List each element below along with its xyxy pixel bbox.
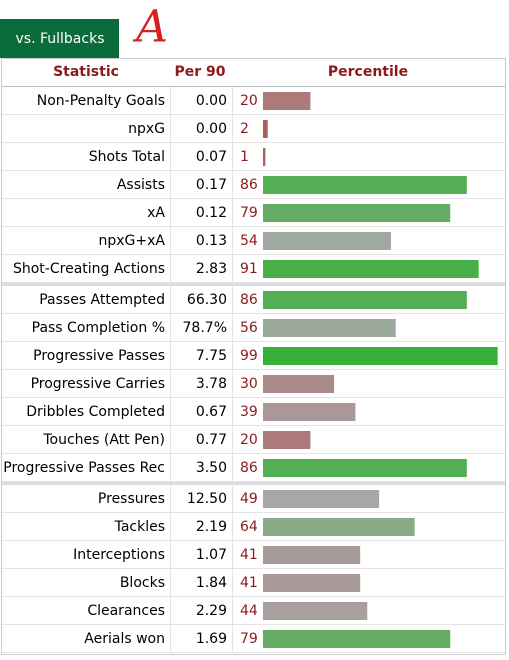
per90: 66.30 — [187, 292, 227, 308]
percentile-bar — [263, 176, 467, 194]
per90: 0.00 — [196, 121, 227, 137]
per90: 2.83 — [196, 261, 227, 277]
stat-name: Touches (Att Pen) — [42, 432, 165, 448]
per90: 7.75 — [196, 348, 227, 364]
stat-name: Dribbles Completed — [26, 404, 165, 420]
stat-name: Clearances — [87, 603, 165, 619]
percentile: 64 — [240, 519, 258, 535]
header: Per 90 — [174, 64, 225, 80]
per90: 1.69 — [196, 631, 227, 647]
percentile-bar — [263, 92, 311, 110]
per90: 0.13 — [196, 233, 227, 249]
per90: 3.50 — [196, 460, 227, 476]
percentile: 41 — [240, 547, 258, 563]
stat-name: npxG+xA — [99, 233, 166, 249]
stat-name: Tackles — [114, 519, 165, 535]
percentile-bar — [263, 490, 380, 508]
percentile: 49 — [240, 491, 258, 507]
percentile-bar — [263, 546, 361, 564]
per90: 1.07 — [196, 547, 227, 563]
percentile: 79 — [240, 631, 258, 647]
tab-label[interactable]: vs. Fullbacks — [16, 31, 105, 47]
percentile-bar — [263, 375, 335, 393]
stat-name: Shot-Creating Actions — [13, 261, 165, 277]
stat-name: npxG — [128, 121, 165, 137]
percentile-bar — [263, 518, 415, 536]
stat-name: Assists — [117, 177, 165, 193]
percentile-bar — [263, 431, 311, 449]
tab[interactable] — [0, 19, 119, 58]
percentile: 30 — [240, 376, 258, 392]
per90: 0.12 — [196, 205, 227, 221]
percentile: 44 — [240, 603, 258, 619]
stat-name: Non-Penalty Goals — [37, 93, 165, 109]
stat-name: Pass Completion % — [32, 320, 165, 336]
header: Statistic — [53, 64, 119, 80]
percentile: 86 — [240, 460, 258, 476]
stat-name: Shots Total — [89, 149, 165, 165]
group-separator — [2, 482, 505, 485]
percentile-bar — [263, 291, 467, 309]
percentile: 1 — [240, 149, 249, 165]
percentile-bar — [263, 319, 396, 337]
percentile: 54 — [240, 233, 258, 249]
header: Percentile — [328, 64, 408, 80]
percentile-bar — [263, 347, 498, 365]
stat-name: Aerials won — [84, 631, 165, 647]
percentile: 86 — [240, 292, 258, 308]
percentile: 91 — [240, 261, 258, 277]
percentile-bar — [263, 574, 361, 592]
stat-name: Progressive Carries — [31, 376, 165, 392]
stat-name: Pressures — [98, 491, 165, 507]
percentile: 56 — [240, 320, 258, 336]
percentile: 79 — [240, 205, 258, 221]
percentile-bar — [263, 148, 266, 166]
percentile-bar — [263, 120, 268, 138]
per90: 78.7% — [183, 320, 227, 336]
per90: 0.17 — [196, 177, 227, 193]
percentile-bar — [263, 204, 451, 222]
percentile: 86 — [240, 177, 258, 193]
per90: 0.77 — [196, 432, 227, 448]
per90: 12.50 — [187, 491, 227, 507]
percentile-bar — [263, 602, 368, 620]
per90: 3.78 — [196, 376, 227, 392]
stat-name: Progressive Passes Rec — [3, 460, 165, 476]
percentile: 2 — [240, 121, 249, 137]
per90: 1.84 — [196, 575, 227, 591]
percentile: 39 — [240, 404, 258, 420]
percentile-bar — [263, 459, 467, 477]
per90: 2.29 — [196, 603, 227, 619]
percentile: 20 — [240, 93, 258, 109]
per90: 0.00 — [196, 93, 227, 109]
group-separator — [2, 283, 505, 286]
percentile-bar — [263, 630, 451, 648]
per90: 2.19 — [196, 519, 227, 535]
percentile: 41 — [240, 575, 258, 591]
annotation: A — [132, 2, 168, 53]
per90: 0.07 — [196, 149, 227, 165]
percentile: 99 — [240, 348, 258, 364]
stat-name: Passes Attempted — [39, 292, 165, 308]
stat-name: Interceptions — [73, 547, 165, 563]
stat-name: Blocks — [120, 575, 165, 591]
percentile-bar — [263, 403, 356, 421]
percentile: 20 — [240, 432, 258, 448]
stat-name: Progressive Passes — [33, 348, 165, 364]
percentile-bar — [263, 232, 391, 250]
per90: 0.67 — [196, 404, 227, 420]
percentile-bar — [263, 260, 479, 278]
stat-name: xA — [147, 205, 165, 221]
